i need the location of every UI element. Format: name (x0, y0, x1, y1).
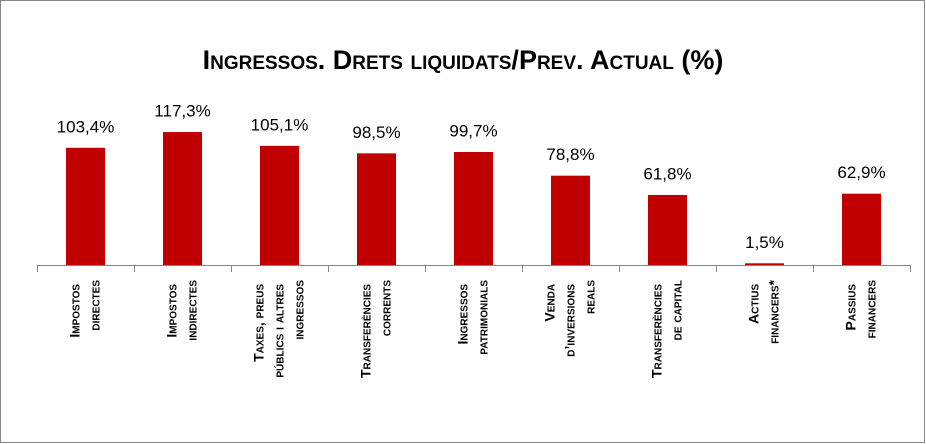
x-tick-label: Ingressos patrimonials (454, 280, 490, 355)
x-tick-label: Impostos indirectes (163, 280, 199, 341)
bar (842, 193, 881, 265)
data-label: 99,7% (449, 121, 497, 140)
x-tick-label: Impostos directes (66, 280, 102, 338)
data-label: 105,1% (251, 115, 309, 134)
data-label: 98,5% (352, 123, 400, 142)
bar (66, 147, 105, 265)
bar (648, 194, 687, 265)
x-tick-label: Taxes, preus públics i altres ingressos (250, 280, 306, 378)
x-tick-label: Passius financers (842, 280, 878, 339)
data-label: 61,8% (643, 164, 691, 183)
data-label: 103,4% (57, 117, 115, 136)
bar (357, 153, 396, 265)
x-tick-label: Transferències corrents (357, 280, 393, 378)
chart-title: Ingressos. Drets liquidats/Prev. Actual … (203, 45, 724, 75)
data-label: 62,9% (837, 163, 885, 182)
x-tick-label: Actius financers* (745, 279, 781, 343)
bar (551, 175, 590, 265)
bar (260, 145, 299, 265)
bar (745, 263, 784, 265)
x-tick-label: Venda d’inversions reals (541, 280, 597, 357)
data-label: 1,5% (745, 233, 784, 252)
bar (163, 132, 202, 265)
x-tick-label: Transferències de capital (648, 280, 684, 378)
data-label: 117,3% (154, 102, 210, 121)
bar (454, 151, 493, 265)
data-label: 78,8% (546, 145, 594, 164)
